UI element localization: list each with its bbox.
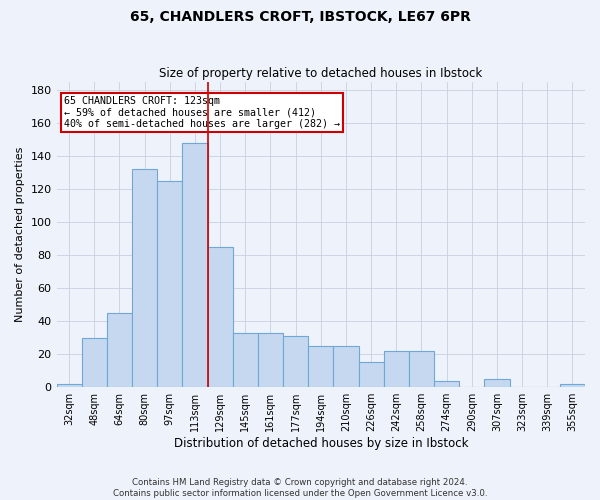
Bar — [484, 379, 509, 387]
Bar — [560, 384, 585, 387]
Bar — [359, 362, 383, 387]
Bar — [233, 333, 258, 387]
Bar — [182, 143, 208, 387]
X-axis label: Distribution of detached houses by size in Ibstock: Distribution of detached houses by size … — [173, 437, 468, 450]
Bar — [258, 333, 283, 387]
Bar — [208, 247, 233, 387]
Text: 65 CHANDLERS CROFT: 123sqm
← 59% of detached houses are smaller (412)
40% of sem: 65 CHANDLERS CROFT: 123sqm ← 59% of deta… — [64, 96, 340, 129]
Bar — [308, 346, 334, 387]
Bar — [132, 170, 157, 387]
Title: Size of property relative to detached houses in Ibstock: Size of property relative to detached ho… — [159, 66, 482, 80]
Bar — [157, 181, 182, 387]
Text: 65, CHANDLERS CROFT, IBSTOCK, LE67 6PR: 65, CHANDLERS CROFT, IBSTOCK, LE67 6PR — [130, 10, 470, 24]
Bar — [107, 313, 132, 387]
Y-axis label: Number of detached properties: Number of detached properties — [15, 147, 25, 322]
Bar — [82, 338, 107, 387]
Bar — [434, 380, 459, 387]
Bar — [56, 384, 82, 387]
Bar — [334, 346, 359, 387]
Bar — [383, 351, 409, 387]
Bar — [409, 351, 434, 387]
Text: Contains HM Land Registry data © Crown copyright and database right 2024.
Contai: Contains HM Land Registry data © Crown c… — [113, 478, 487, 498]
Bar — [283, 336, 308, 387]
